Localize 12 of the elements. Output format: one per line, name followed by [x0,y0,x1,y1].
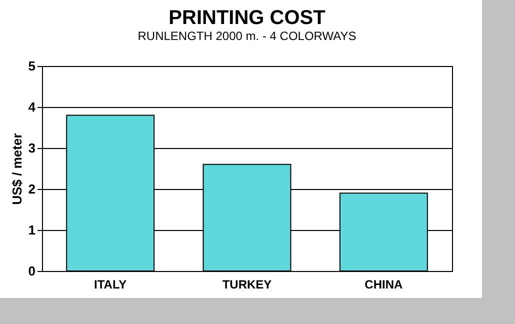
y-tick-label: 1 [28,222,36,238]
chart-title: PRINTING COST [168,7,326,29]
y-axis-title: US$ / meter [9,133,24,205]
y-tick-label: 4 [28,100,36,114]
chart-subtitle: RUNLENGTH 2000 m. - 4 COLORWAYS [138,29,356,43]
x-tick-label: TURKEY [222,278,272,292]
y-tick-label: 2 [28,182,36,196]
x-tick-label: CHINA [364,278,403,292]
x-tick-label: ITALY [94,278,127,292]
y-tick-label: 3 [28,140,36,156]
y-tick-label: 0 [28,264,36,278]
y-tick-label: 5 [28,58,36,74]
